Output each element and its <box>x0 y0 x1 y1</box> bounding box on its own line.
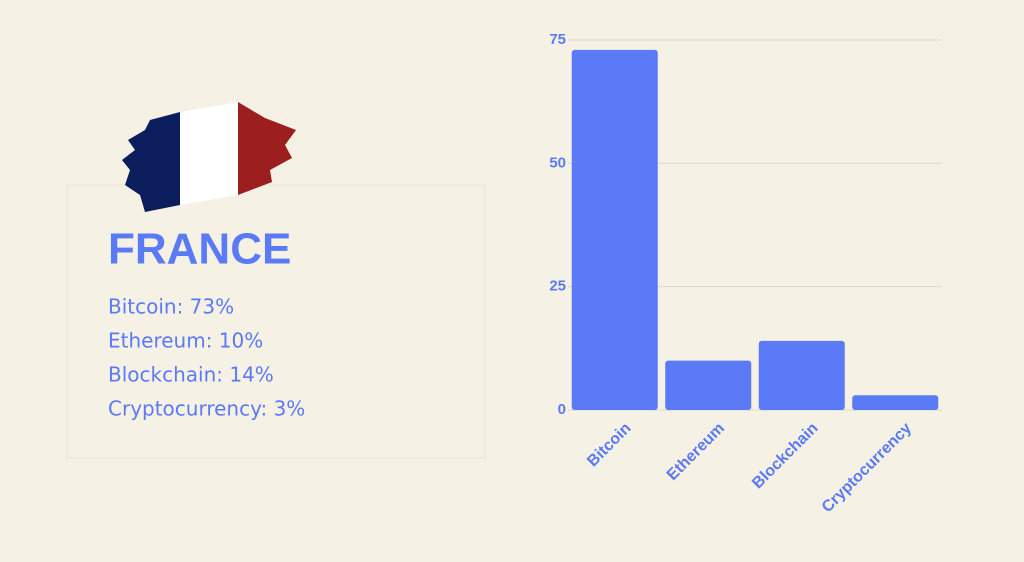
y-tick-label: 25 <box>549 278 566 295</box>
bar <box>571 49 658 410</box>
panel-box <box>66 184 486 459</box>
y-tick-label: 50 <box>549 154 566 171</box>
flag-blue <box>122 112 180 212</box>
panel-item: Ethereum: 10% <box>108 329 263 353</box>
bar <box>665 360 752 410</box>
flag-white <box>180 102 238 205</box>
y-tick-label: 75 <box>549 31 566 48</box>
bar <box>852 395 939 410</box>
panel-item: Bitcoin: 73% <box>108 295 234 319</box>
flag-red <box>238 102 296 195</box>
panel-items: Bitcoin: 73% Ethereum: 10% Blockchain: 14%… <box>108 295 305 421</box>
panel-item: Cryptocurrency: 3% <box>108 397 305 421</box>
flag <box>122 102 296 212</box>
panel-item: Blockchain: 14% <box>108 363 274 387</box>
panel-title: FRANCE <box>108 225 291 274</box>
y-tick-label: 0 <box>558 401 566 418</box>
bar <box>758 340 845 410</box>
